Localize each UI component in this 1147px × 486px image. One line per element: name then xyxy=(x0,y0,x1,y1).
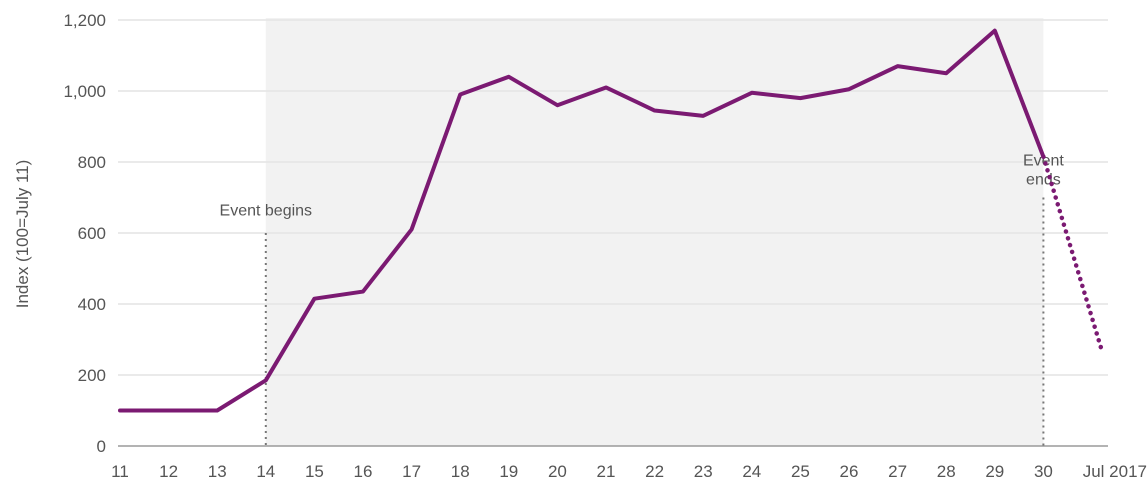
x-tick-label: 28 xyxy=(937,462,956,481)
x-tick-label: 15 xyxy=(305,462,324,481)
x-tick-label: 23 xyxy=(694,462,713,481)
x-axis-ticks: 11 12 13 14 15 16 17 18 19 20 21 22 23 24 25 26 27 28 29 30… xyxy=(111,462,1147,481)
y-tick-label: 200 xyxy=(78,366,106,385)
series-line xyxy=(118,28,1046,413)
annotation-line: ends xyxy=(1026,172,1061,189)
y-axis-label: Index (100=July 11) xyxy=(13,160,32,309)
y-tick-label: 1,000 xyxy=(63,82,106,101)
y-axis-ticks: 0 200 400 600 800 1,000 1,200 xyxy=(63,11,106,456)
x-tick-label: 16 xyxy=(354,462,373,481)
x-tick-label: 13 xyxy=(208,462,227,481)
x-tick-label: 24 xyxy=(742,462,761,481)
x-tick-label: 18 xyxy=(451,462,470,481)
x-tick-label: 26 xyxy=(840,462,859,481)
x-tick-label: 20 xyxy=(548,462,567,481)
x-tick-label: 12 xyxy=(159,462,178,481)
x-tick-label: 17 xyxy=(402,462,421,481)
series-group xyxy=(118,28,1104,413)
annotation-line: Event begins xyxy=(220,202,313,219)
x-tick-label: 11 xyxy=(111,462,129,481)
x-tick-label: 19 xyxy=(499,462,518,481)
annotation-line: Event xyxy=(1023,153,1064,170)
event-period-shading xyxy=(265,18,1044,446)
x-tick-label: 22 xyxy=(645,462,664,481)
y-tick-label: 1,200 xyxy=(63,11,106,30)
x-tick-label: 21 xyxy=(597,462,616,481)
x-tick-label: 25 xyxy=(791,462,810,481)
y-tick-label: 400 xyxy=(78,295,106,314)
series-line-projection xyxy=(1041,154,1104,353)
y-tick-label: 0 xyxy=(97,437,106,456)
x-tick-label: 30 xyxy=(1034,462,1053,481)
y-tick-label: 800 xyxy=(78,153,106,172)
x-tick-label: 29 xyxy=(985,462,1004,481)
y-tick-label: 600 xyxy=(78,224,106,243)
x-tick-label: Jul 2017 xyxy=(1083,462,1147,481)
x-tick-label: 14 xyxy=(256,462,275,481)
x-tick-label: 27 xyxy=(888,462,907,481)
annotation: Event begins xyxy=(220,202,313,219)
